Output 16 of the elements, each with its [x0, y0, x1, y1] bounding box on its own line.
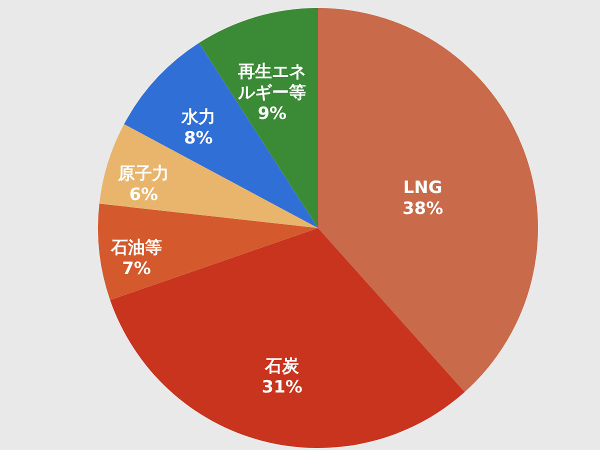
slice-label: LNG	[403, 178, 442, 198]
slice-label: 石炭	[264, 356, 300, 376]
data-label: 8%	[184, 128, 213, 149]
pie-slice	[98, 204, 318, 300]
data-label: 9%	[258, 104, 287, 124]
data-label: 7%	[122, 259, 151, 280]
pie-slice	[99, 124, 318, 228]
pie-slice	[318, 8, 538, 392]
data-label: 38%	[402, 198, 444, 219]
slice-label: 水力	[180, 108, 216, 128]
slice-label: 再生エネルギー等	[237, 62, 306, 103]
data-label: 31%	[262, 377, 302, 398]
slice-label: 原子力	[117, 164, 170, 184]
pie-slice	[110, 228, 465, 448]
slice-label: 石油等	[110, 238, 162, 258]
data-label: 6%	[129, 184, 158, 205]
